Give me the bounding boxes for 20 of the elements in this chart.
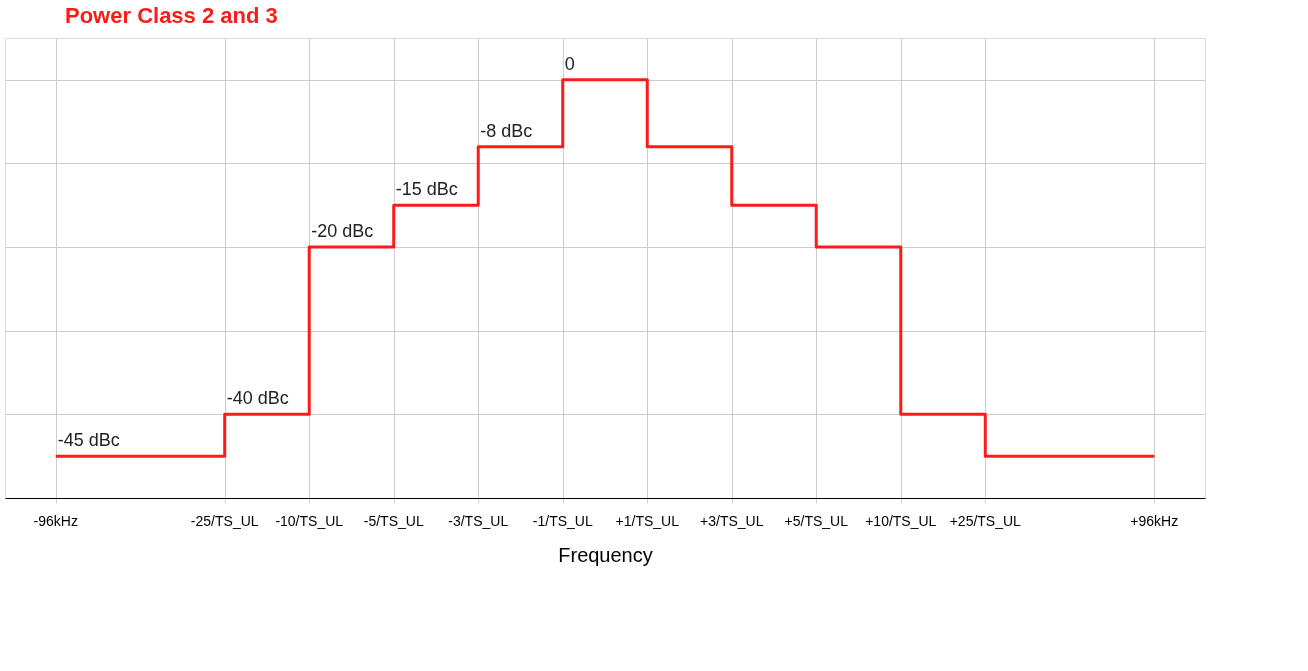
data-label: -8 dBc	[480, 120, 533, 141]
x-tick-label: -5/TS_UL	[363, 513, 424, 529]
x-tick-label: +96kHz	[1130, 513, 1179, 529]
x-tick-label: +5/TS_UL	[784, 513, 849, 529]
x-tick-label: +1/TS_UL	[615, 513, 680, 529]
data-label: -20 dBc	[311, 221, 374, 242]
data-label: -15 dBc	[395, 179, 458, 200]
x-tick-label: +3/TS_UL	[700, 513, 764, 529]
x-tick-label: -1/TS_UL	[532, 513, 593, 529]
x-tick-label: -96kHz	[33, 513, 78, 529]
data-label: -45 dBc	[57, 430, 120, 451]
x-tick-label: -10/TS_UL	[275, 513, 344, 529]
x-tick-label: +25/TS_UL	[949, 513, 1022, 529]
x-tick-label: +10/TS_UL	[865, 513, 937, 529]
x-tick-label: -25/TS_UL	[190, 513, 259, 529]
chart-title: Power Class 2 and 3	[65, 3, 278, 28]
data-label: 0	[564, 53, 575, 74]
x-tick-label: -3/TS_UL	[448, 513, 509, 529]
data-label: -40 dBc	[226, 388, 289, 409]
x-axis-title: Frequency	[558, 544, 653, 566]
